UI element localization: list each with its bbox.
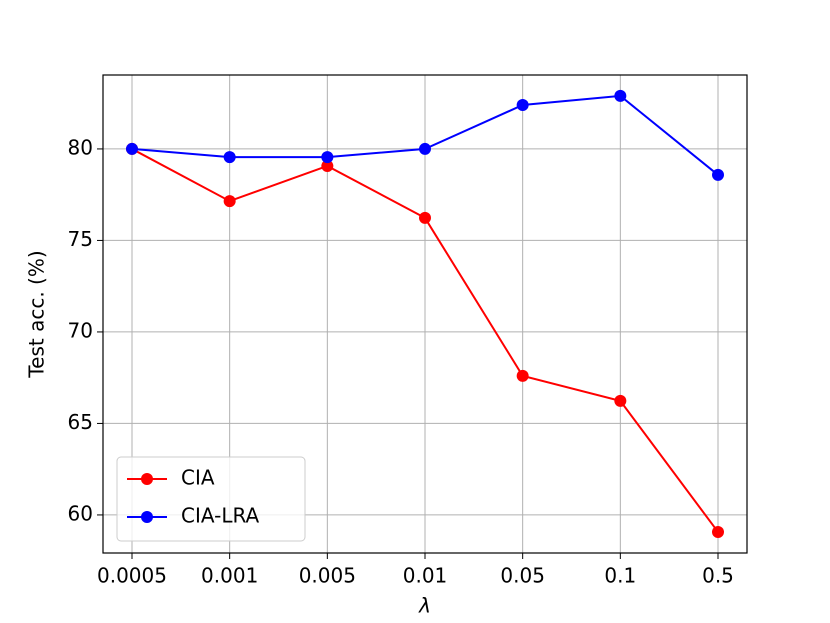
legend-label: CIA-LRA [181,504,260,528]
data-point [419,142,431,155]
data-point [419,211,431,224]
data-point [712,525,724,538]
legend-marker [141,473,153,485]
y-tick-label: 65 [68,410,93,434]
data-point [126,142,138,155]
x-tick-label: 0.001 [201,564,258,588]
data-point [223,151,236,164]
data-point [321,159,334,172]
data-point [516,99,529,112]
y-tick-label: 75 [68,227,93,251]
data-point [516,369,529,382]
data-point [712,168,724,181]
x-tick-label: 0.005 [299,564,356,588]
data-point [223,195,236,208]
x-tick-label: 0.01 [403,564,448,588]
y-axis-label: Test acc. (%) [25,250,49,378]
plot-frame [102,74,748,554]
legend-marker [141,511,153,523]
data-point [614,89,627,102]
x-tick-label: 0.0005 [97,564,167,588]
y-tick-label: 60 [68,501,93,525]
y-tick-label: 80 [68,135,93,159]
x-tick-label: 0.05 [500,564,545,588]
data-point [321,151,334,164]
y-tick-label: 70 [68,318,93,342]
x-tick-label: 0.5 [702,564,734,588]
legend-label: CIA [181,466,215,490]
x-tick-label: 0.1 [604,564,636,588]
data-point [614,394,627,407]
x-axis-label: λ [418,594,431,618]
